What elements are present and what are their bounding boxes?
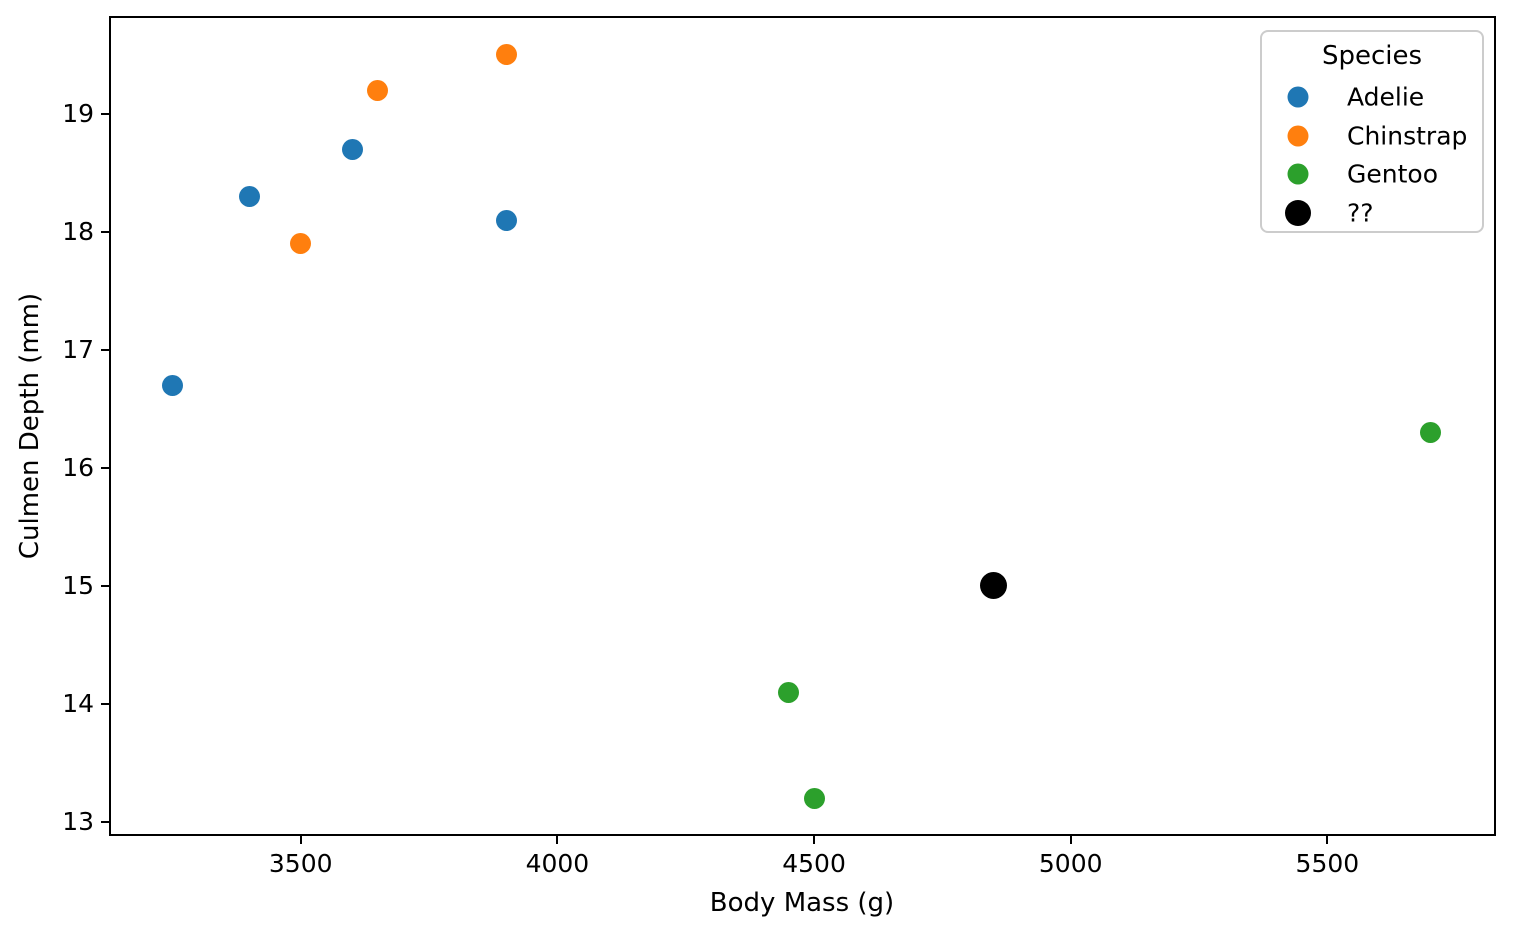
legend-title: Species	[1321, 41, 1423, 71]
y-axis-label: Culmen Depth (mm)	[15, 292, 45, 560]
data-point-gentoo	[777, 681, 799, 703]
data-point-gentoo	[803, 787, 825, 809]
legend-item-label: Gentoo	[1347, 159, 1438, 189]
x-tick-label: 3500	[268, 849, 333, 878]
x-tick-label: 5000	[1038, 849, 1103, 878]
y-tick-mark	[101, 702, 109, 705]
y-tick-label: 17	[62, 334, 94, 364]
y-tick-mark	[101, 584, 109, 587]
x-tick-mark	[299, 836, 302, 844]
x-tick-mark	[1069, 836, 1072, 844]
legend-item-adelie: Adelie	[1262, 78, 1482, 117]
data-point-gentoo	[1419, 421, 1441, 443]
data-point-adelie	[495, 209, 517, 231]
legend-item-label: ??	[1347, 198, 1374, 227]
data-point-chinstrap	[290, 233, 312, 255]
y-tick-label: 14	[62, 688, 94, 718]
y-tick-label: 13	[62, 806, 94, 836]
x-tick-mark	[1326, 836, 1329, 844]
x-tick-label: 4500	[782, 849, 846, 878]
legend-item-label: Adelie	[1347, 82, 1425, 112]
legend: Species Adelie Chinstrap Gentoo??	[1260, 30, 1484, 233]
legend-item-gentoo: Gentoo	[1262, 155, 1482, 194]
legend-item-chinstrap: Chinstrap	[1262, 116, 1482, 155]
x-tick-mark	[556, 836, 559, 844]
x-tick-label: 5500	[1295, 849, 1360, 878]
y-tick-mark	[101, 466, 109, 469]
y-tick-mark	[101, 230, 109, 233]
data-point-chinstrap	[367, 79, 389, 101]
y-tick-label: 19	[62, 98, 94, 128]
y-tick-mark	[101, 348, 109, 351]
y-tick-label: 15	[62, 570, 94, 600]
data-point-adelie	[341, 138, 363, 160]
y-tick-label: 18	[62, 216, 94, 246]
legend-marker-unknown-icon	[1285, 199, 1311, 226]
legend-marker-adelie-icon	[1287, 86, 1309, 108]
legend-item-unknown: ??	[1262, 193, 1482, 232]
x-tick-label: 4000	[525, 849, 590, 878]
data-point-adelie	[161, 374, 183, 396]
y-tick-mark	[101, 112, 109, 115]
x-axis-label: Body Mass (g)	[709, 888, 895, 918]
legend-item-label: Chinstrap	[1347, 121, 1468, 150]
x-tick-mark	[813, 836, 816, 844]
legend-marker-chinstrap-icon	[1287, 125, 1309, 146]
y-tick-label: 16	[62, 452, 94, 482]
data-point-unknown	[980, 572, 1008, 600]
y-tick-mark	[101, 820, 109, 823]
data-point-chinstrap	[495, 44, 517, 66]
data-point-adelie	[238, 186, 260, 208]
legend-marker-gentoo-icon	[1287, 163, 1309, 185]
